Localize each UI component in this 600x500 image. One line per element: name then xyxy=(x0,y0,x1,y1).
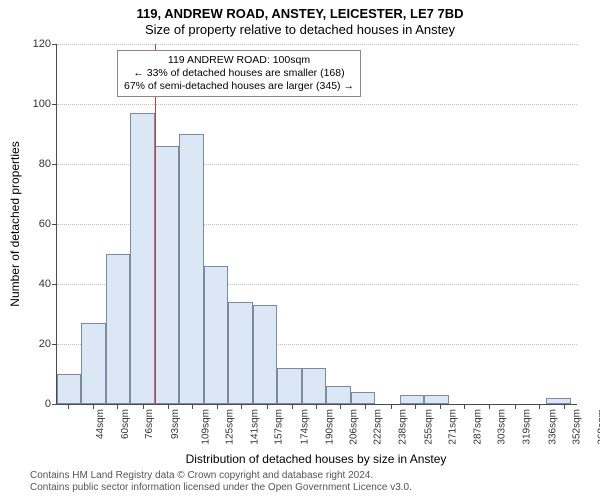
y-tick-mark xyxy=(52,164,57,165)
x-tick-label: 222sqm xyxy=(373,409,384,445)
x-tick-label: 255sqm xyxy=(424,409,435,445)
histogram-bar xyxy=(277,368,301,404)
x-tick-label: 319sqm xyxy=(521,409,532,445)
annotation-line: ← 33% of detached houses are smaller (16… xyxy=(124,67,354,80)
footer-line-1: Contains HM Land Registry data © Crown c… xyxy=(30,470,590,482)
x-tick-label: 157sqm xyxy=(274,409,285,445)
x-tick-mark xyxy=(316,404,317,409)
x-tick-mark xyxy=(440,404,441,409)
x-tick-label: 174sqm xyxy=(300,409,311,445)
annotation-box: 119 ANDREW ROAD: 100sqm← 33% of detached… xyxy=(117,50,361,97)
reference-line xyxy=(155,44,156,404)
y-tick-mark xyxy=(52,224,57,225)
chart-container: 119, ANDREW ROAD, ANSTEY, LEICESTER, LE7… xyxy=(0,0,600,500)
histogram-bar xyxy=(424,395,448,404)
histogram-bar xyxy=(326,386,350,404)
histogram-bar xyxy=(81,323,105,404)
histogram-bar xyxy=(204,266,228,404)
y-tick-label: 120 xyxy=(21,38,51,50)
histogram-bar xyxy=(351,392,375,404)
x-tick-label: 60sqm xyxy=(120,409,131,439)
histogram-bar xyxy=(57,374,81,404)
x-tick-mark xyxy=(365,404,366,409)
histogram-bar xyxy=(155,146,179,404)
x-tick-mark xyxy=(192,404,193,409)
x-axis-label: Distribution of detached houses by size … xyxy=(56,452,576,466)
plot-area: 020406080100120119 ANDREW ROAD: 100sqm← … xyxy=(56,44,577,405)
x-tick-mark xyxy=(143,404,144,409)
x-tick-label: 93sqm xyxy=(170,409,181,439)
grid-line xyxy=(57,44,577,45)
page-subtitle: Size of property relative to detached ho… xyxy=(0,21,600,37)
page-title: 119, ANDREW ROAD, ANSTEY, LEICESTER, LE7… xyxy=(0,0,600,21)
footer-attribution: Contains HM Land Registry data © Crown c… xyxy=(30,470,590,494)
y-tick-label: 60 xyxy=(21,218,51,230)
y-tick-mark xyxy=(52,404,57,405)
histogram-bar xyxy=(106,254,130,404)
plot-wrap: 020406080100120119 ANDREW ROAD: 100sqm← … xyxy=(56,44,576,404)
histogram-bar xyxy=(130,113,154,404)
annotation-line: 67% of semi-detached houses are larger (… xyxy=(124,80,354,93)
footer-line-2: Contains public sector information licen… xyxy=(30,482,590,494)
histogram-bar xyxy=(302,368,326,404)
x-tick-label: 190sqm xyxy=(324,409,335,445)
x-tick-mark xyxy=(489,404,490,409)
x-tick-label: 141sqm xyxy=(249,409,260,445)
y-tick-label: 40 xyxy=(21,278,51,290)
histogram-bar xyxy=(253,305,277,404)
y-tick-label: 0 xyxy=(21,398,51,410)
histogram-bar xyxy=(400,395,424,404)
y-tick-mark xyxy=(52,44,57,45)
x-tick-mark xyxy=(539,404,540,409)
y-tick-label: 20 xyxy=(21,338,51,350)
x-tick-label: 125sqm xyxy=(225,409,236,445)
x-tick-label: 206sqm xyxy=(349,409,360,445)
x-tick-mark xyxy=(564,404,565,409)
x-tick-mark xyxy=(168,404,169,409)
x-tick-mark xyxy=(464,404,465,409)
x-tick-mark xyxy=(241,404,242,409)
histogram-bar xyxy=(228,302,252,404)
x-tick-mark xyxy=(391,404,392,409)
x-tick-label: 336sqm xyxy=(547,409,558,445)
x-tick-label: 44sqm xyxy=(95,409,106,439)
y-tick-mark xyxy=(52,104,57,105)
x-tick-mark xyxy=(340,404,341,409)
x-tick-mark xyxy=(117,404,118,409)
x-tick-label: 368sqm xyxy=(596,409,600,445)
x-tick-label: 271sqm xyxy=(448,409,459,445)
x-tick-label: 76sqm xyxy=(144,409,155,439)
x-tick-mark xyxy=(292,404,293,409)
x-tick-mark xyxy=(93,404,94,409)
y-tick-label: 100 xyxy=(21,98,51,110)
x-tick-mark xyxy=(267,404,268,409)
x-tick-label: 238sqm xyxy=(398,409,409,445)
y-tick-mark xyxy=(52,344,57,345)
x-tick-mark xyxy=(515,404,516,409)
y-tick-label: 80 xyxy=(21,158,51,170)
histogram-bar xyxy=(546,398,570,404)
x-tick-mark xyxy=(68,404,69,409)
x-tick-label: 303sqm xyxy=(497,409,508,445)
x-tick-label: 287sqm xyxy=(472,409,483,445)
x-tick-mark xyxy=(217,404,218,409)
x-tick-mark xyxy=(415,404,416,409)
grid-line xyxy=(57,104,577,105)
y-tick-mark xyxy=(52,284,57,285)
x-tick-label: 109sqm xyxy=(200,409,211,445)
annotation-line: 119 ANDREW ROAD: 100sqm xyxy=(124,54,354,67)
histogram-bar xyxy=(179,134,203,404)
x-tick-label: 352sqm xyxy=(572,409,583,445)
